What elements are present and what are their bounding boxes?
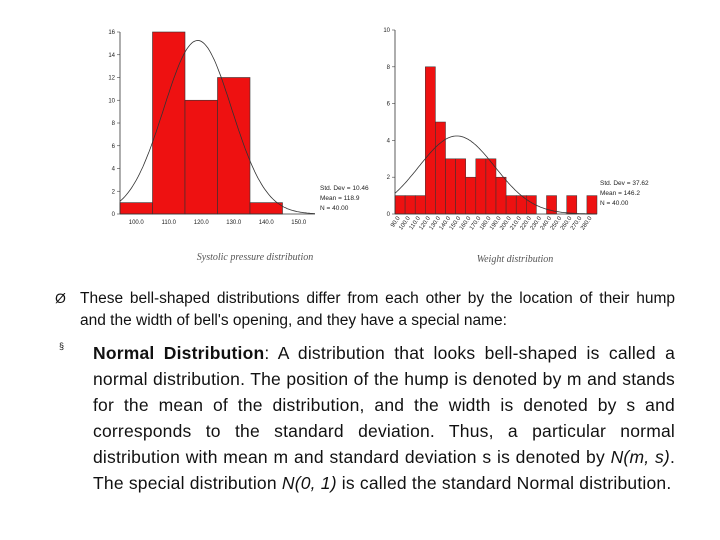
x-tick-label: 140.0 <box>259 220 275 226</box>
y-tick-label: 4 <box>112 167 116 173</box>
histogram-bar <box>217 77 251 215</box>
y-tick-label: 10 <box>383 28 390 34</box>
histogram-bar <box>495 176 507 215</box>
histogram-bar <box>394 195 406 215</box>
histogram-bar <box>425 66 436 215</box>
y-tick-label: 10 <box>108 98 115 104</box>
histogram-bar <box>249 202 283 215</box>
stats-label: Mean = 118.9 <box>320 195 360 202</box>
y-tick-label: 8 <box>112 121 116 127</box>
slide-text: Ø These bell-shaped distributions differ… <box>55 288 675 496</box>
y-tick-label: 0 <box>387 212 391 218</box>
systolic-histogram-svg: 0 2 4 6 8 10 12 14 16 100.0 110.0 120.0 130.0 140.0 15… <box>108 30 369 263</box>
histogram-bar <box>184 99 218 215</box>
y-tick-label: 6 <box>387 102 391 108</box>
y-tick-label: 14 <box>108 53 115 59</box>
definition-text-a: : A distribution that looks bell-shaped … <box>93 343 676 467</box>
y-tick-label: 0 <box>112 212 116 218</box>
y-tick-label: 16 <box>108 30 115 36</box>
notation-n01: N(0, 1) <box>281 473 337 493</box>
normal-curve <box>394 135 597 215</box>
y-tick-label: 2 <box>387 175 391 181</box>
y-tick-label: 4 <box>387 138 391 144</box>
histogram-bar <box>505 195 517 215</box>
x-tick-label: 110.0 <box>161 220 176 226</box>
systolic-pressure-histogram: 0 2 4 6 8 10 12 14 16 100.0 110.0 120.0 130.0 140.0 15… <box>100 22 370 267</box>
normal-curve <box>119 40 316 214</box>
x-tick-label: 120.0 <box>194 220 210 226</box>
x-tick-label: 100.0 <box>129 220 145 226</box>
chart-caption: Weight distribution <box>477 254 554 265</box>
histogram-bar <box>119 202 153 215</box>
square-bullet-icon: § <box>59 341 65 351</box>
term-normal-distribution: Normal Distribution <box>93 343 265 363</box>
stats-label: N = 40.00 <box>320 205 349 212</box>
stats-label: Std. Dev = 10.46 <box>320 185 369 192</box>
bullet-text-bell-shaped: These bell-shaped distributions differ f… <box>80 290 675 329</box>
weight-histogram: 0 2 4 6 8 10 90.0 100.0 110.0 120.0 130.0 140.0 150.… <box>375 22 660 267</box>
stats-label: Mean = 146.2 <box>600 190 640 197</box>
histogram-bar <box>404 195 416 215</box>
sub-bullet: § Normal Distribution: A distribution th… <box>59 340 675 496</box>
definition-text-c: is called the standard Normal distributi… <box>336 473 672 493</box>
x-tick-label: 90.0 <box>390 215 402 229</box>
normal-distribution-definition: Normal Distribution: A distribution that… <box>93 340 675 496</box>
histogram-bar <box>475 158 487 215</box>
chart-caption: Systolic pressure distribution <box>197 252 313 263</box>
histogram-bar <box>586 195 598 215</box>
y-tick-label: 2 <box>112 189 116 195</box>
histogram-bar <box>465 176 477 215</box>
y-tick-label: 12 <box>108 76 115 82</box>
histogram-bar <box>152 31 186 215</box>
y-tick-label: 8 <box>387 65 391 71</box>
stats-label: Std. Dev = 37.62 <box>600 180 649 187</box>
x-tick-label: 280.0 <box>580 215 594 231</box>
y-tick-label: 6 <box>112 144 116 150</box>
histogram-bar <box>485 158 497 215</box>
histogram-bar <box>566 195 578 215</box>
stats-label: N = 40.00 <box>600 200 629 207</box>
histogram-bar <box>414 195 426 215</box>
weight-histogram-svg: 024681090.0100.0110.0120.0130.0140.0150.… <box>383 28 649 265</box>
notation-nms: N(m, s) <box>610 447 670 467</box>
definition-text-b: . The special distribution <box>93 447 675 493</box>
x-tick-label: 150.0 <box>291 220 307 226</box>
arrow-bullet-icon: Ø <box>55 290 66 306</box>
histogram-bar <box>435 121 446 215</box>
histogram-bar <box>445 158 456 215</box>
histogram-bar <box>455 158 466 215</box>
x-tick-label: 130.0 <box>226 220 242 226</box>
